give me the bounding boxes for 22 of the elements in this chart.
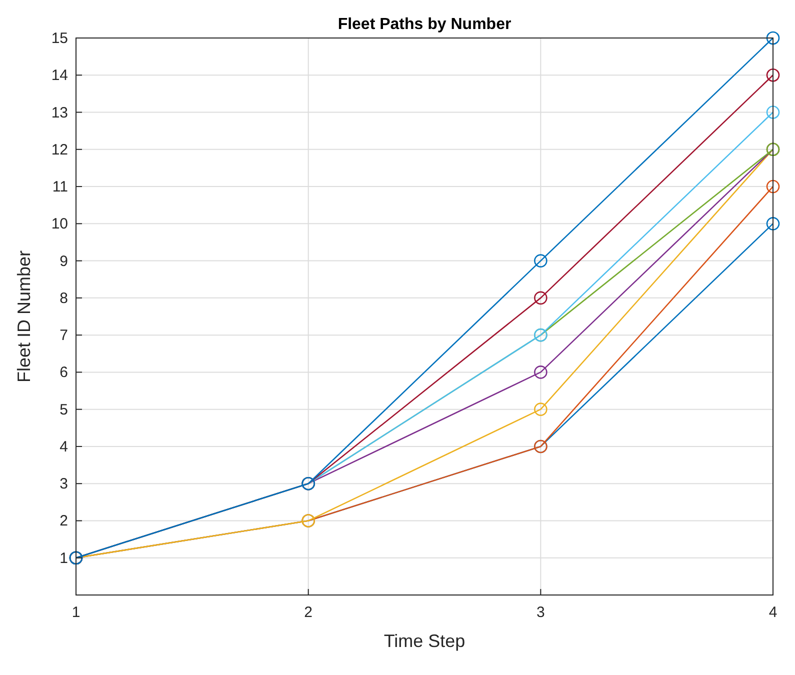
y-tick-label: 4	[60, 438, 68, 456]
y-axis-title: Fleet ID Number	[14, 250, 34, 383]
y-tick-label: 15	[51, 30, 68, 47]
y-tick-label: 14	[51, 67, 68, 84]
x-tick-label: 4	[768, 604, 778, 621]
y-tick-label: 11	[52, 178, 68, 196]
y-tick-label: 6	[60, 364, 68, 382]
x-axis-title: Time Step	[384, 631, 466, 651]
y-tick-label: 10	[51, 216, 68, 233]
y-tick-label: 2	[60, 512, 68, 530]
y-tick-label: 12	[51, 141, 68, 158]
y-tick-label: 5	[60, 401, 68, 418]
y-tick-label: 9	[60, 252, 68, 270]
x-tick-label: 2	[304, 604, 313, 621]
x-tick-label: 3	[536, 604, 545, 621]
y-tick-label: 13	[51, 104, 68, 122]
y-tick-label: 1	[60, 550, 68, 567]
y-tick-label: 8	[60, 290, 68, 307]
x-tick-label: 1	[72, 604, 80, 621]
y-tick-label: 7	[60, 327, 68, 344]
chart-title: Fleet Paths by Number	[338, 16, 512, 33]
y-tick-label: 3	[60, 476, 68, 493]
